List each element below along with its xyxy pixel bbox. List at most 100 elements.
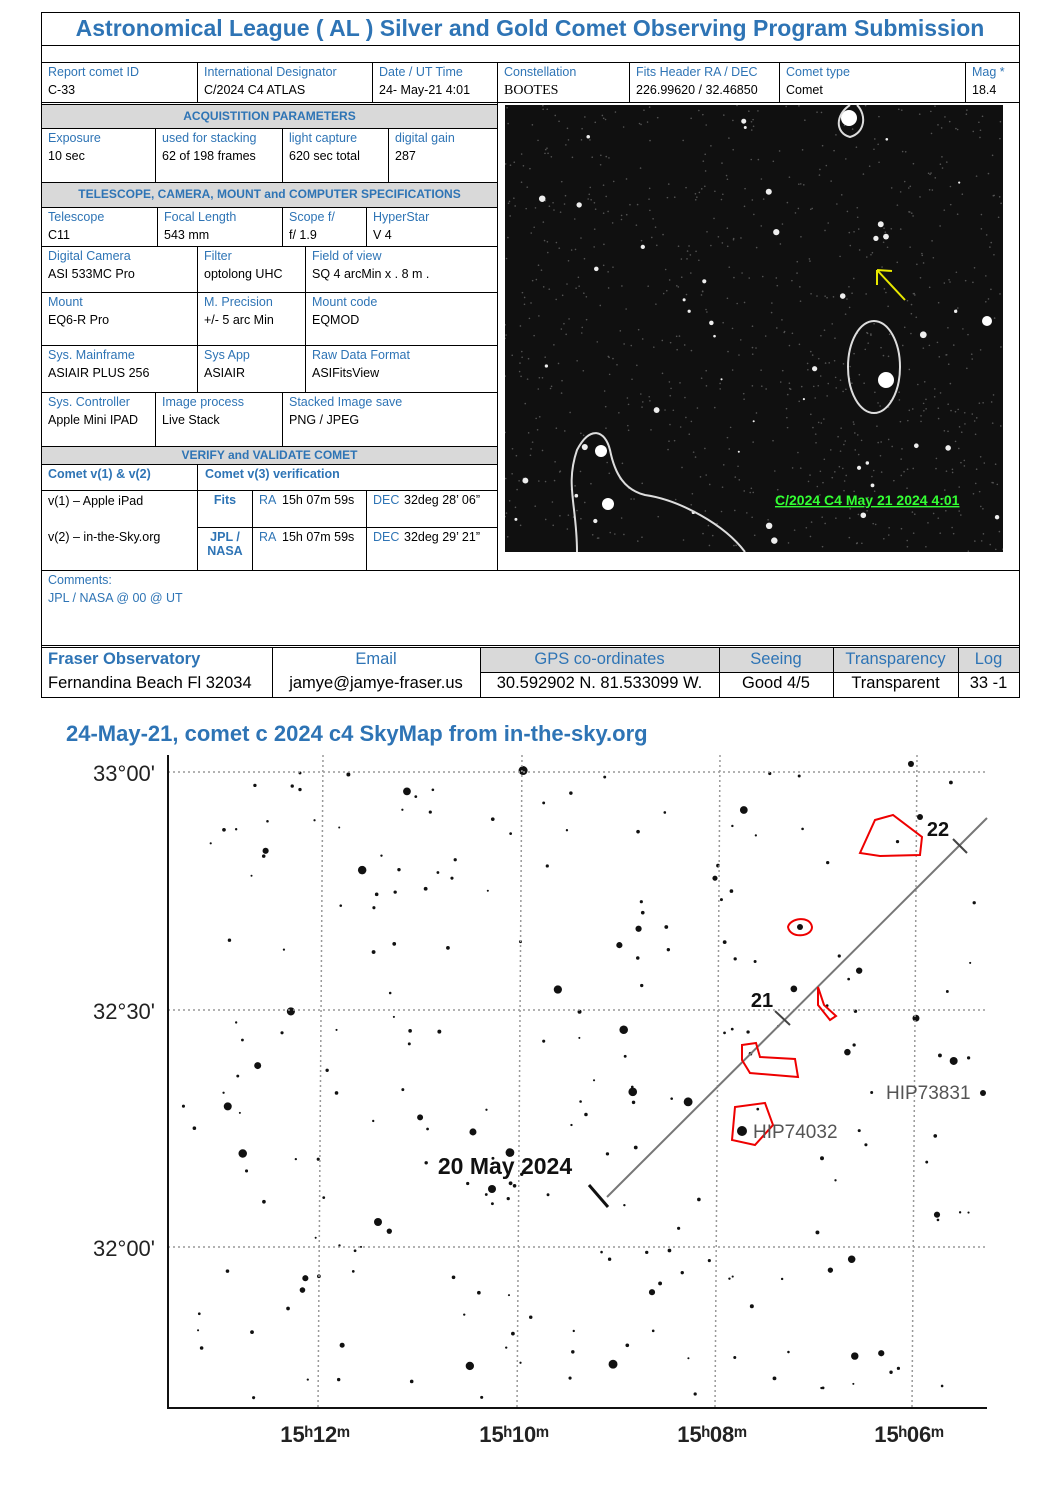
noise	[806, 362, 809, 365]
noise	[955, 271, 958, 274]
noise	[811, 207, 813, 210]
noise	[686, 258, 688, 260]
star	[797, 924, 803, 930]
noise	[900, 109, 903, 111]
noise	[534, 505, 537, 507]
noise	[544, 480, 547, 483]
field-label: GPS co-ordinates	[534, 650, 665, 668]
header-shade	[833, 647, 959, 673]
noise	[867, 342, 870, 344]
field-label: Field of view	[312, 249, 382, 263]
star	[607, 1257, 612, 1261]
noise	[819, 494, 821, 496]
noise	[974, 482, 977, 485]
noise	[599, 163, 602, 166]
y-label: 32°00'	[93, 1236, 155, 1261]
noise	[873, 322, 875, 325]
noise	[993, 317, 996, 319]
star	[393, 890, 397, 894]
noise	[844, 313, 847, 315]
comments-text: JPL / NASA @ 00 @ UT	[48, 591, 183, 605]
noise	[979, 349, 982, 351]
noise	[852, 421, 855, 423]
noise	[980, 228, 983, 230]
noise	[683, 344, 686, 346]
star	[860, 512, 867, 519]
noise	[798, 105, 800, 107]
noise	[907, 187, 910, 189]
noise	[717, 236, 720, 238]
noise	[764, 335, 767, 337]
noise	[537, 388, 540, 390]
noise	[799, 183, 802, 185]
noise	[530, 232, 533, 234]
noise	[722, 464, 725, 466]
star	[958, 1211, 962, 1214]
noise	[963, 465, 966, 467]
noise	[951, 468, 954, 471]
noise	[947, 430, 949, 433]
noise	[505, 375, 506, 377]
noise	[772, 439, 774, 442]
star	[509, 832, 513, 836]
field-value: 62 of 198 frames	[162, 149, 256, 163]
field-label: Transparency	[845, 650, 946, 668]
noise	[743, 490, 746, 492]
star	[731, 824, 734, 828]
noise	[930, 172, 932, 174]
noise	[827, 382, 830, 385]
noise	[726, 245, 729, 248]
noise	[951, 526, 953, 529]
star	[592, 1079, 596, 1082]
star	[883, 233, 889, 240]
star	[236, 1074, 240, 1078]
noise	[872, 522, 875, 525]
noise	[558, 120, 560, 123]
noise	[809, 350, 812, 353]
star	[772, 1376, 777, 1381]
noise	[518, 370, 521, 373]
noise	[713, 406, 716, 409]
star	[895, 839, 900, 844]
noise	[565, 144, 567, 146]
noise	[938, 356, 941, 358]
noise	[887, 355, 890, 358]
field-value: jamye@jamye-fraser.us	[289, 674, 463, 692]
star	[359, 1245, 363, 1248]
star	[302, 1275, 309, 1282]
star	[254, 1062, 262, 1070]
noise	[757, 158, 760, 161]
comments-label: Comments:	[48, 573, 112, 587]
noise	[507, 202, 510, 205]
field-value: Comet	[786, 83, 823, 97]
noise	[981, 115, 984, 118]
noise	[648, 187, 651, 190]
noise	[956, 128, 959, 131]
star	[628, 1087, 638, 1097]
noise	[657, 515, 660, 518]
noise	[874, 391, 876, 394]
field-value: 30.592902 N. 81.533099 W.	[496, 674, 703, 692]
star	[839, 293, 846, 299]
noise	[741, 272, 743, 274]
noise	[786, 393, 789, 396]
noise	[865, 293, 867, 295]
noise	[919, 196, 921, 198]
star	[639, 900, 643, 904]
noise	[583, 257, 586, 260]
noise	[580, 139, 583, 141]
noise	[886, 246, 889, 249]
noise	[563, 322, 565, 325]
noise	[989, 543, 991, 546]
noise	[751, 516, 753, 519]
star	[630, 1085, 634, 1089]
star	[870, 483, 875, 488]
star	[702, 279, 707, 284]
noise	[669, 394, 672, 397]
noise	[647, 285, 649, 287]
noise	[541, 377, 544, 379]
noise	[636, 203, 639, 206]
noise	[846, 210, 849, 213]
noise	[584, 116, 586, 118]
noise	[844, 440, 847, 442]
